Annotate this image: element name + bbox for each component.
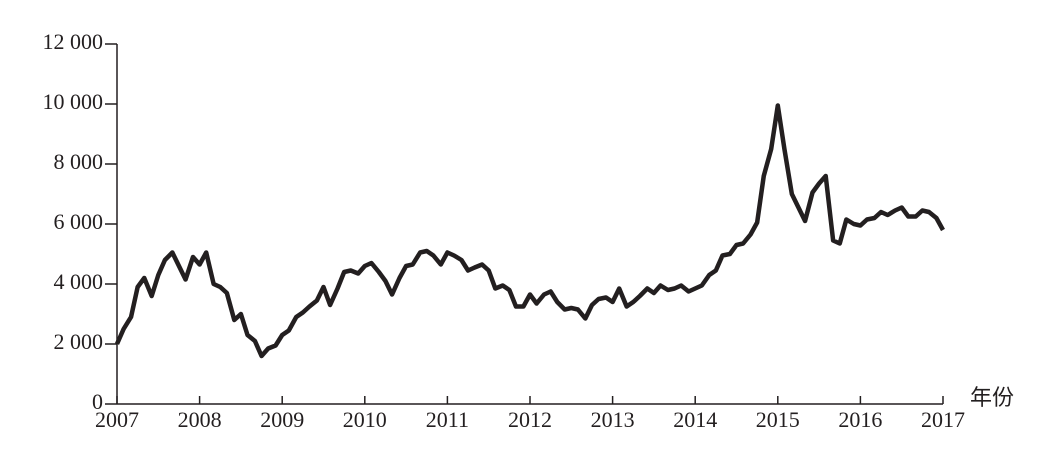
data-line [114,103,945,359]
x-tick-label: 2007 [95,407,139,432]
y-tick-label: 0 [92,389,103,414]
x-tick-label: 2009 [260,407,304,432]
y-tick-label: 12 000 [43,29,104,54]
x-tick-label: 2008 [178,407,222,432]
x-tick-label: 2016 [838,407,882,432]
x-tick-label: 2010 [343,407,387,432]
x-tick-label: 2011 [426,407,469,432]
y-tick-label: 8 000 [54,149,104,174]
y-tick-label: 2 000 [54,329,104,354]
x-tick-label: 2017 [921,407,965,432]
y-tick-label: 6 000 [54,209,104,234]
x-tick-label: 2015 [756,407,800,432]
x-axis-label: 年份 [970,385,1014,410]
y-tick-label: 10 000 [43,89,104,114]
x-tick-label: 2013 [591,407,635,432]
x-tick-label: 2014 [673,407,717,432]
x-tick-label: 2012 [508,407,552,432]
y-tick-label: 4 000 [54,269,104,294]
